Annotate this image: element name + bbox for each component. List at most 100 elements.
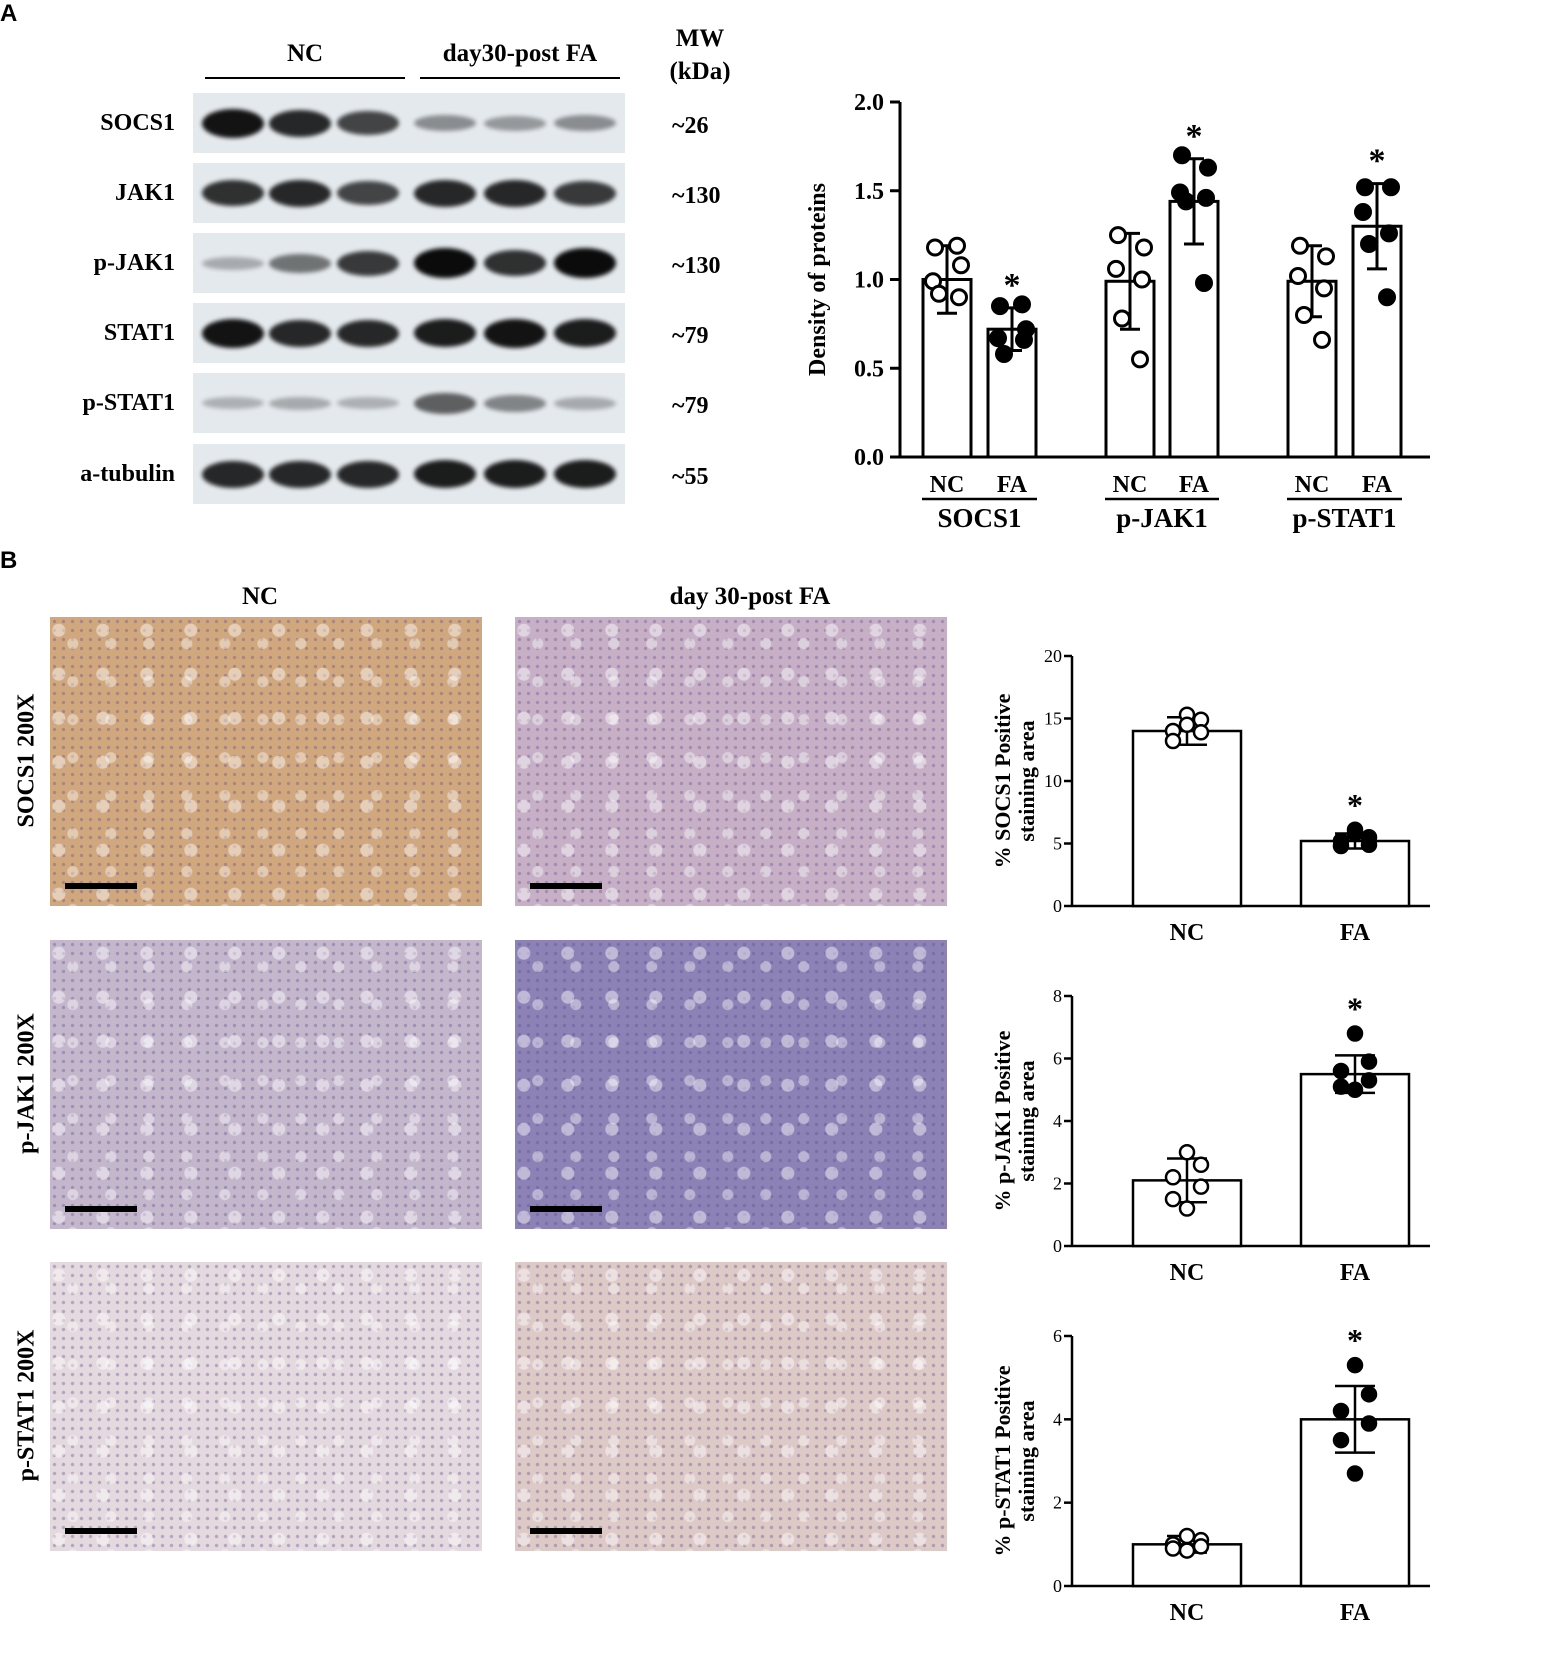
data-point <box>1332 1078 1350 1095</box>
blot-band <box>269 253 331 273</box>
y-axis-label: % SOCS1 Positive <box>990 693 1015 868</box>
data-point <box>1109 226 1127 245</box>
data-point <box>1332 1431 1350 1449</box>
micrograph-nc <box>50 617 482 906</box>
blot-label: JAK1 <box>115 180 175 206</box>
micrograph-row-label: p-JAK1 200X <box>13 1013 40 1154</box>
data-point <box>1113 309 1131 328</box>
data-point <box>1178 1542 1196 1559</box>
data-point <box>1360 235 1378 253</box>
blot-band <box>484 460 546 488</box>
data-point <box>1192 1538 1210 1555</box>
micrograph-nc <box>50 940 482 1229</box>
x-group-label: p-JAK1 <box>1116 503 1208 533</box>
data-point <box>1289 266 1307 285</box>
data-point <box>1195 274 1213 293</box>
blot-strip <box>193 444 625 504</box>
x-category-label: NC <box>1170 1260 1205 1286</box>
data-point <box>1133 270 1151 289</box>
y-tick-label: 1.0 <box>854 268 884 294</box>
data-point <box>1131 350 1149 369</box>
x-category-label: NC <box>1113 472 1148 498</box>
x-category-label: NC <box>930 472 965 498</box>
data-point <box>1354 203 1372 222</box>
blot-band <box>337 181 399 205</box>
data-point <box>1346 1081 1364 1098</box>
data-point <box>1356 178 1374 197</box>
data-point <box>948 236 966 255</box>
y-tick-label: 0 <box>1053 896 1062 916</box>
bar <box>1299 1072 1411 1248</box>
data-point <box>1378 288 1396 307</box>
x-category-label: FA <box>1362 472 1393 498</box>
data-point <box>926 238 944 257</box>
data-point <box>1164 732 1182 750</box>
x-category-label: FA <box>1340 920 1371 946</box>
data-point <box>1360 1053 1378 1070</box>
blot-label: p-STAT1 <box>82 390 175 416</box>
x-category-label: FA <box>1179 472 1210 498</box>
blot-mw: ~79 <box>672 323 709 349</box>
y-tick-label: 6 <box>1053 1326 1062 1346</box>
scale-bar <box>65 883 137 889</box>
y-tick-label: 15 <box>1044 709 1062 729</box>
data-point <box>1346 1025 1364 1042</box>
blot-band <box>269 109 331 137</box>
blot-band <box>414 319 476 347</box>
data-point <box>1177 192 1195 211</box>
significance-mark: * <box>1004 267 1021 304</box>
data-point <box>1107 259 1125 278</box>
data-point <box>1199 158 1217 177</box>
blot-band <box>554 248 616 278</box>
data-point <box>1192 1156 1210 1173</box>
scale-bar <box>65 1206 137 1212</box>
blot-label: STAT1 <box>103 320 175 346</box>
blot-band <box>202 318 264 348</box>
bar <box>1299 839 1411 908</box>
panel-a-letter: A <box>0 0 18 27</box>
micrograph-fa <box>515 617 947 906</box>
data-point <box>991 297 1009 316</box>
blot-band <box>484 250 546 276</box>
group-underline-fa <box>420 77 620 79</box>
micrograph-fa <box>515 940 947 1229</box>
data-point <box>1382 178 1400 197</box>
scale-bar <box>530 1206 602 1212</box>
blot-band <box>202 396 264 410</box>
col-header-nc: NC <box>241 583 279 610</box>
data-point <box>1346 825 1364 842</box>
micrograph-nc <box>50 1262 482 1551</box>
y-axis-label: Density of proteins <box>805 183 831 376</box>
blot-band <box>484 179 546 207</box>
blot-band <box>202 460 264 488</box>
blot-mw: ~55 <box>672 464 709 490</box>
scale-bar <box>530 883 602 889</box>
y-tick-label: 6 <box>1053 1049 1062 1069</box>
density-bar-chart: 0.0 0.5 1.0 1.5 2.0 Density of proteins NC * FA S… <box>805 90 1430 533</box>
data-point <box>1317 247 1335 266</box>
pstat1-positive-area-chart: 0 2 4 6 % p-STAT1 Positive staining area NC * FA <box>990 1322 1430 1626</box>
blot-band <box>484 318 546 348</box>
significance-mark: * <box>1186 118 1203 155</box>
data-point <box>1346 1465 1364 1482</box>
data-point <box>1178 1527 1196 1545</box>
data-point <box>995 345 1013 364</box>
blot-label: SOCS1 <box>100 110 175 136</box>
data-point <box>1315 279 1333 298</box>
col-header-fa: day 30-post FA <box>669 583 831 610</box>
blot-band <box>337 460 399 488</box>
significance-mark: * <box>1347 1322 1363 1358</box>
blot-band <box>414 179 476 207</box>
blot-band <box>202 108 264 138</box>
y-tick-label: 2 <box>1053 1493 1062 1513</box>
x-category-label: NC <box>1170 1600 1205 1626</box>
scale-bar <box>530 1528 602 1534</box>
blot-label: a-tubulin <box>80 461 175 487</box>
blot-band <box>337 319 399 347</box>
data-point <box>930 284 948 303</box>
blot-band <box>414 115 476 131</box>
y-axis-label: % p-STAT1 Positive <box>990 1365 1015 1556</box>
data-point <box>1360 836 1378 853</box>
y-tick-label: 4 <box>1053 1111 1062 1131</box>
data-point <box>1164 1190 1182 1208</box>
